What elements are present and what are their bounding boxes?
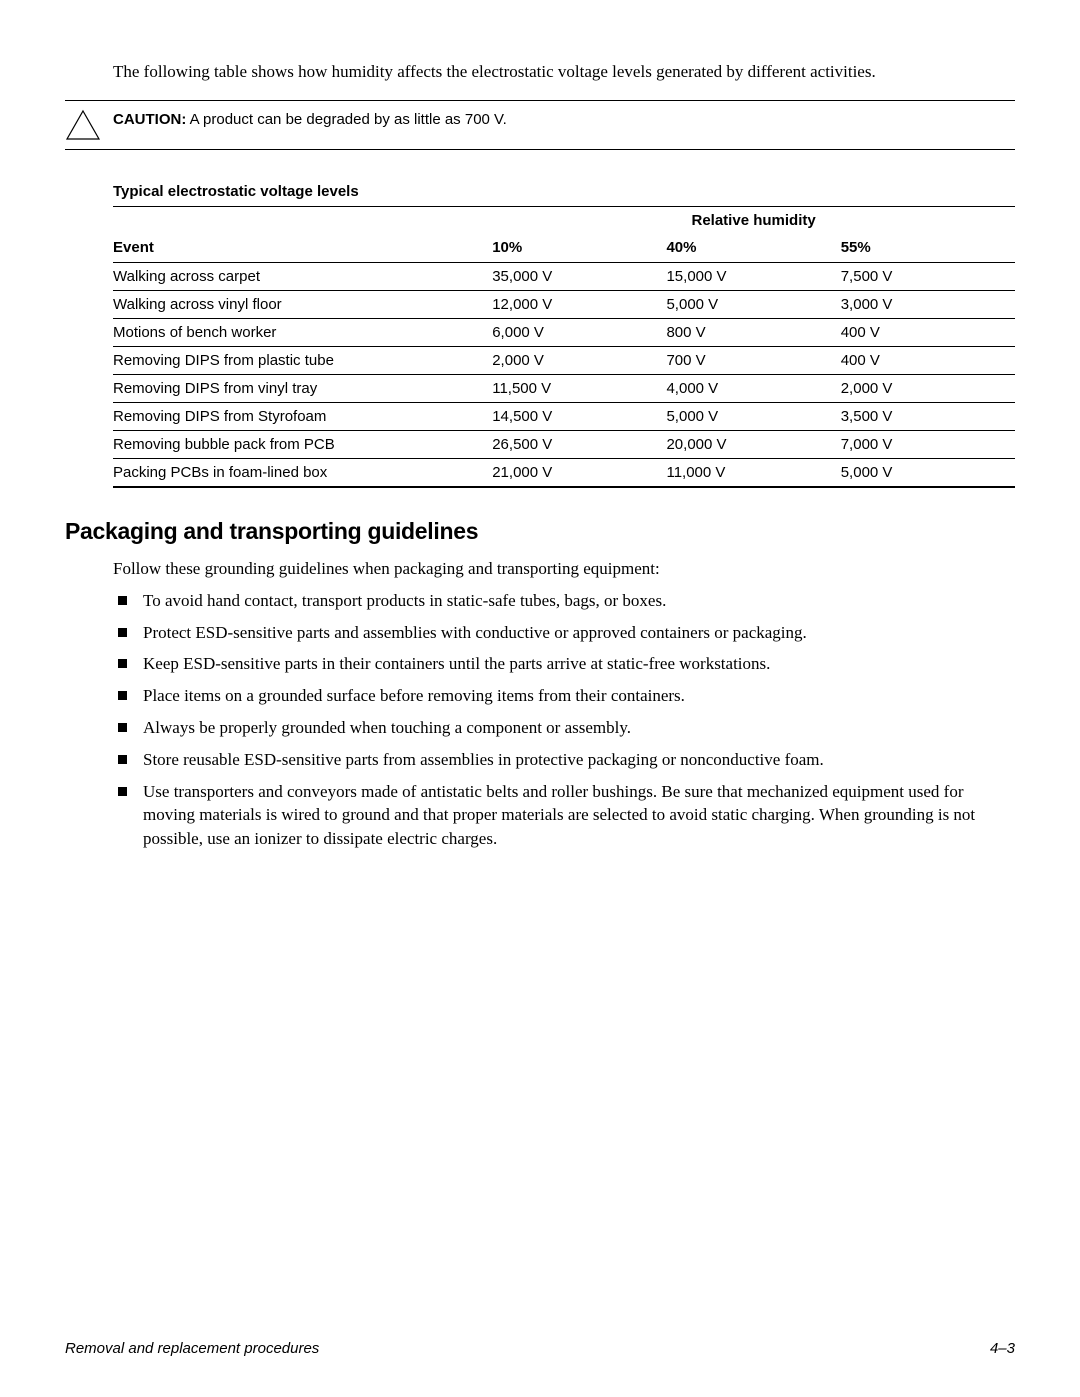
col-header-40: 40% bbox=[666, 234, 840, 263]
page-footer: Removal and replacement procedures 4–3 bbox=[65, 1340, 1015, 1357]
list-item: Always be properly grounded when touchin… bbox=[113, 716, 1015, 740]
event-cell: Walking across carpet bbox=[113, 262, 492, 290]
caution-label: CAUTION: bbox=[113, 111, 186, 128]
value-cell: 11,000 V bbox=[666, 458, 840, 487]
value-cell: 5,000 V bbox=[666, 290, 840, 318]
event-cell: Walking across vinyl floor bbox=[113, 290, 492, 318]
value-cell: 5,000 V bbox=[841, 458, 1015, 487]
section-intro: Follow these grounding guidelines when p… bbox=[113, 559, 1015, 579]
table-row: Removing DIPS from Styrofoam14,500 V5,00… bbox=[113, 402, 1015, 430]
value-cell: 400 V bbox=[841, 318, 1015, 346]
value-cell: 2,000 V bbox=[841, 374, 1015, 402]
value-cell: 6,000 V bbox=[492, 318, 666, 346]
table-row: Motions of bench worker6,000 V800 V400 V bbox=[113, 318, 1015, 346]
table-row: Walking across carpet35,000 V15,000 V7,5… bbox=[113, 262, 1015, 290]
section-heading: Packaging and transporting guidelines bbox=[65, 518, 1015, 545]
caution-triangle-icon bbox=[65, 109, 101, 141]
table-row: Packing PCBs in foam-lined box21,000 V11… bbox=[113, 458, 1015, 487]
voltage-table: Typical electrostatic voltage levels Rel… bbox=[113, 178, 1015, 488]
table-row: Walking across vinyl floor12,000 V5,000 … bbox=[113, 290, 1015, 318]
list-item: To avoid hand contact, transport product… bbox=[113, 589, 1015, 613]
value-cell: 12,000 V bbox=[492, 290, 666, 318]
humidity-header: Relative humidity bbox=[492, 206, 1015, 234]
list-item: Protect ESD-sensitive parts and assembli… bbox=[113, 621, 1015, 645]
list-item: Use transporters and conveyors made of a… bbox=[113, 780, 1015, 851]
caution-body: A product can be degraded by as little a… bbox=[186, 111, 507, 128]
event-cell: Removing DIPS from Styrofoam bbox=[113, 402, 492, 430]
value-cell: 20,000 V bbox=[666, 430, 840, 458]
value-cell: 11,500 V bbox=[492, 374, 666, 402]
value-cell: 700 V bbox=[666, 346, 840, 374]
value-cell: 7,500 V bbox=[841, 262, 1015, 290]
value-cell: 400 V bbox=[841, 346, 1015, 374]
value-cell: 21,000 V bbox=[492, 458, 666, 487]
value-cell: 3,500 V bbox=[841, 402, 1015, 430]
event-cell: Removing bubble pack from PCB bbox=[113, 430, 492, 458]
value-cell: 800 V bbox=[666, 318, 840, 346]
col-header-55: 55% bbox=[841, 234, 1015, 263]
footer-left: Removal and replacement procedures bbox=[65, 1340, 319, 1357]
list-item: Place items on a grounded surface before… bbox=[113, 684, 1015, 708]
value-cell: 14,500 V bbox=[492, 402, 666, 430]
value-cell: 7,000 V bbox=[841, 430, 1015, 458]
value-cell: 26,500 V bbox=[492, 430, 666, 458]
intro-paragraph: The following table shows how humidity a… bbox=[113, 60, 1015, 84]
value-cell: 15,000 V bbox=[666, 262, 840, 290]
list-item: Store reusable ESD-sensitive parts from … bbox=[113, 748, 1015, 772]
table-row: Removing DIPS from plastic tube2,000 V70… bbox=[113, 346, 1015, 374]
value-cell: 2,000 V bbox=[492, 346, 666, 374]
caution-text: CAUTION: A product can be degraded by as… bbox=[113, 109, 507, 128]
value-cell: 4,000 V bbox=[666, 374, 840, 402]
table-row: Removing bubble pack from PCB26,500 V20,… bbox=[113, 430, 1015, 458]
value-cell: 3,000 V bbox=[841, 290, 1015, 318]
guidelines-list: To avoid hand contact, transport product… bbox=[113, 589, 1015, 851]
caution-block: CAUTION: A product can be degraded by as… bbox=[65, 100, 1015, 150]
value-cell: 5,000 V bbox=[666, 402, 840, 430]
value-cell: 35,000 V bbox=[492, 262, 666, 290]
col-header-event: Event bbox=[113, 234, 492, 263]
event-cell: Packing PCBs in foam-lined box bbox=[113, 458, 492, 487]
table-title: Typical electrostatic voltage levels bbox=[113, 178, 1015, 207]
event-cell: Removing DIPS from plastic tube bbox=[113, 346, 492, 374]
col-header-10: 10% bbox=[492, 234, 666, 263]
table-row: Removing DIPS from vinyl tray11,500 V4,0… bbox=[113, 374, 1015, 402]
event-cell: Motions of bench worker bbox=[113, 318, 492, 346]
event-cell: Removing DIPS from vinyl tray bbox=[113, 374, 492, 402]
footer-right: 4–3 bbox=[990, 1340, 1015, 1357]
list-item: Keep ESD-sensitive parts in their contai… bbox=[113, 652, 1015, 676]
